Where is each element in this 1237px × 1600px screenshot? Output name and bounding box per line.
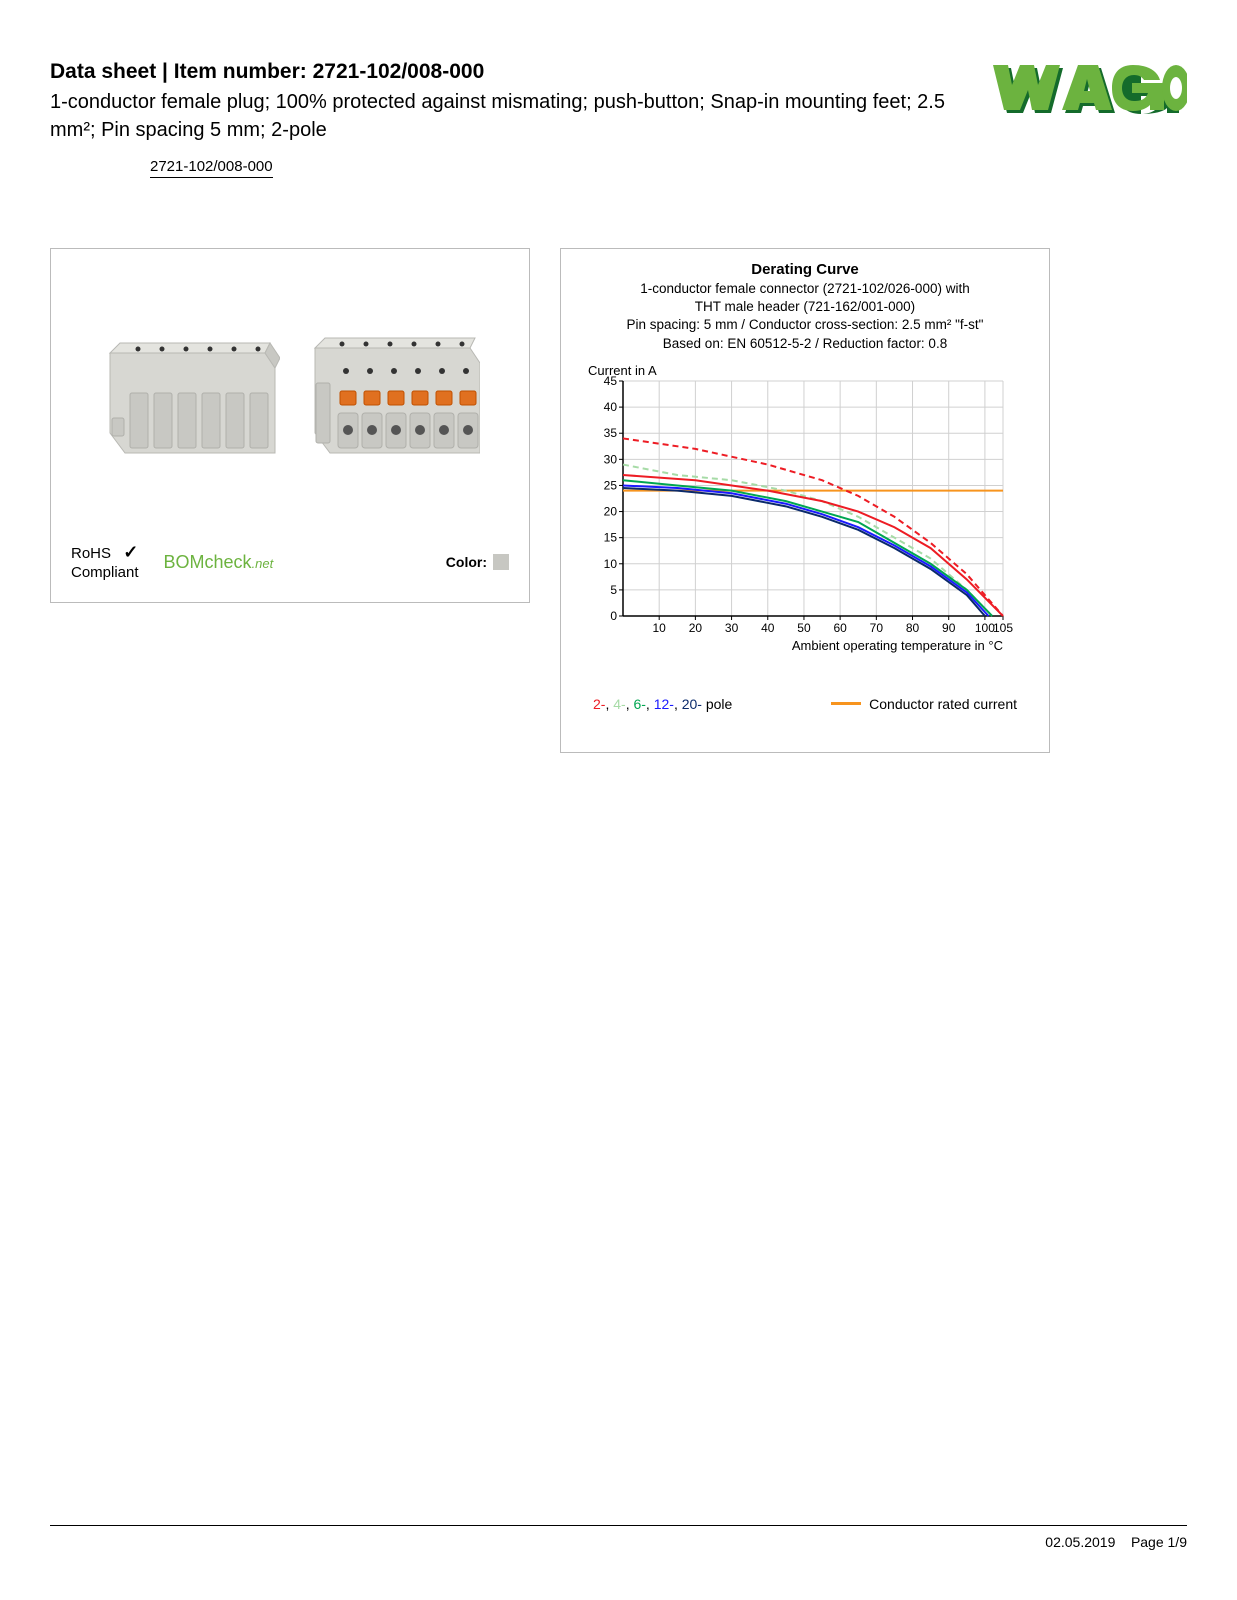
svg-text:Ambient operating temperature: Ambient operating temperature in °C — [792, 638, 1003, 653]
svg-text:15: 15 — [604, 531, 618, 545]
color-label-text: Color: — [446, 554, 487, 570]
conductor-line-icon — [831, 702, 861, 705]
connector-front-view — [100, 323, 280, 473]
svg-text:70: 70 — [870, 621, 884, 635]
svg-text:Current in A: Current in A — [588, 363, 657, 378]
page-footer: 02.05.2019 Page 1/9 — [50, 1525, 1187, 1550]
svg-text:50: 50 — [797, 621, 811, 635]
item-number-link[interactable]: 2721-102/008-000 — [150, 158, 273, 178]
svg-text:20: 20 — [604, 504, 618, 518]
color-swatch — [493, 554, 509, 570]
svg-text:40: 40 — [604, 400, 618, 414]
svg-text:105: 105 — [993, 621, 1013, 635]
checkmark-icon: ✓ — [123, 542, 138, 562]
page-description: 1-conductor female plug; 100% protected … — [50, 88, 987, 144]
connector-rear-view — [300, 323, 480, 473]
svg-text:40: 40 — [761, 621, 775, 635]
page-title: Data sheet | Item number: 2721-102/008-0… — [50, 60, 987, 84]
footer-date: 02.05.2019 — [1045, 1534, 1115, 1550]
svg-text:20: 20 — [689, 621, 703, 635]
content-panels: RoHS ✓ Compliant BOMcheck.net Color: Der… — [50, 248, 1187, 753]
header-text: Data sheet | Item number: 2721-102/008-0… — [50, 60, 987, 178]
derating-chart: Current in A 0 5 10 15 20 25 30 35 40 45 10 20 30 40 50… — [573, 361, 1037, 686]
rohs-badge: RoHS ✓ Compliant — [71, 542, 139, 582]
pole-legend: 2-, 4-, 6-, 12-, 20- pole — [593, 696, 732, 712]
svg-text:60: 60 — [833, 621, 847, 635]
bomcheck-net: .net — [252, 556, 274, 571]
bomcheck-text: BOMcheck — [164, 552, 252, 572]
svg-text:5: 5 — [610, 583, 617, 597]
conductor-legend-label: Conductor rated current — [869, 696, 1017, 712]
chart-panel: Derating Curve 1-conductor female connec… — [560, 248, 1050, 753]
compliance-badges: RoHS ✓ Compliant BOMcheck.net Color: — [66, 532, 514, 587]
svg-text:30: 30 — [725, 621, 739, 635]
svg-text:0: 0 — [610, 609, 617, 623]
svg-text:45: 45 — [604, 374, 618, 388]
chart-subtitle-1: 1-conductor female connector (2721-102/0… — [573, 280, 1037, 298]
svg-text:30: 30 — [604, 452, 618, 466]
footer-page: Page 1/9 — [1131, 1534, 1187, 1550]
product-panel: RoHS ✓ Compliant BOMcheck.net Color: — [50, 248, 530, 603]
svg-text:35: 35 — [604, 426, 618, 440]
svg-text:25: 25 — [604, 478, 618, 492]
conductor-legend: Conductor rated current — [831, 696, 1017, 712]
svg-text:10: 10 — [604, 557, 618, 571]
svg-text:80: 80 — [906, 621, 920, 635]
svg-text:10: 10 — [653, 621, 667, 635]
chart-legend: 2-, 4-, 6-, 12-, 20- pole Conductor rate… — [573, 696, 1037, 712]
rohs-label: RoHS — [71, 545, 111, 562]
chart-subtitle-4: Based on: EN 60512-5-2 / Reduction facto… — [573, 335, 1037, 353]
chart-subtitle-2: THT male header (721-162/001-000) — [573, 298, 1037, 316]
chart-svg: Current in A 0 5 10 15 20 25 30 35 40 45 10 20 30 40 50… — [573, 361, 1038, 681]
color-indicator: Color: — [446, 554, 509, 570]
bomcheck-badge: BOMcheck.net — [164, 552, 274, 573]
header: Data sheet | Item number: 2721-102/008-0… — [50, 60, 1187, 178]
svg-text:90: 90 — [942, 621, 956, 635]
chart-subtitle-3: Pin spacing: 5 mm / Conductor cross-sect… — [573, 316, 1037, 334]
rohs-compliant-label: Compliant — [71, 564, 139, 581]
chart-title: Derating Curve — [573, 261, 1037, 278]
wago-logo — [987, 60, 1187, 115]
product-image-area — [66, 264, 514, 532]
